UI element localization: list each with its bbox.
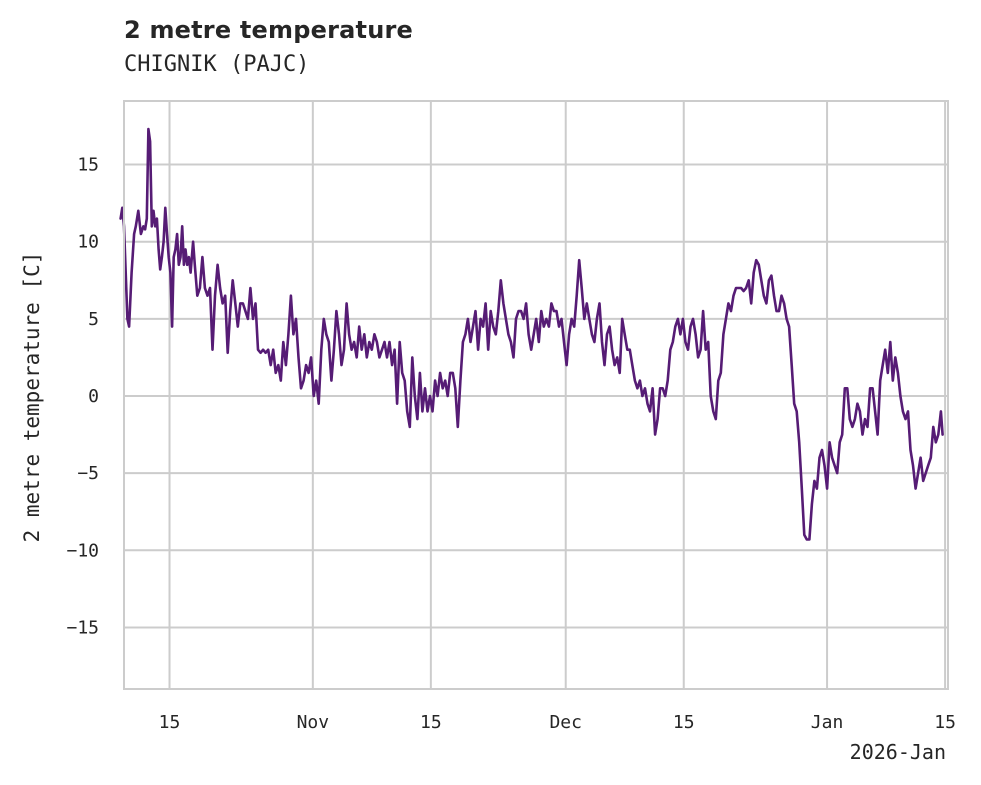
y-axis-ticks: 15 10 5 0 −5 −10 −15 (66, 155, 99, 639)
temperature-line (119, 127, 944, 541)
grid-lines (124, 101, 948, 689)
x-tick-label: 15 (420, 712, 442, 733)
chart-subtitle: CHIGNIK (PAJC) (124, 52, 310, 77)
y-tick-label: −10 (66, 540, 99, 561)
x-axis-offset-label: 2026-Jan (850, 740, 946, 764)
y-tick-label: 5 (88, 309, 99, 330)
x-tick-label: Nov (297, 712, 330, 733)
chart-title: 2 metre temperature (124, 16, 413, 44)
y-tick-label: −5 (77, 463, 99, 484)
x-tick-label: 15 (159, 712, 181, 733)
y-tick-label: 15 (77, 155, 99, 176)
x-axis-ticks: 15 Nov 15 Dec 15 Jan 15 (159, 712, 956, 733)
y-tick-label: 0 (88, 386, 99, 407)
x-tick-label: Jan (811, 712, 844, 733)
y-tick-label: −15 (66, 617, 99, 638)
y-axis-label: 2 metre temperature [C] (20, 252, 44, 543)
x-tick-label: 15 (934, 712, 956, 733)
x-tick-label: 15 (673, 712, 695, 733)
x-tick-label: Dec (549, 712, 582, 733)
plot-frame (123, 100, 949, 690)
y-tick-label: 10 (77, 232, 99, 253)
